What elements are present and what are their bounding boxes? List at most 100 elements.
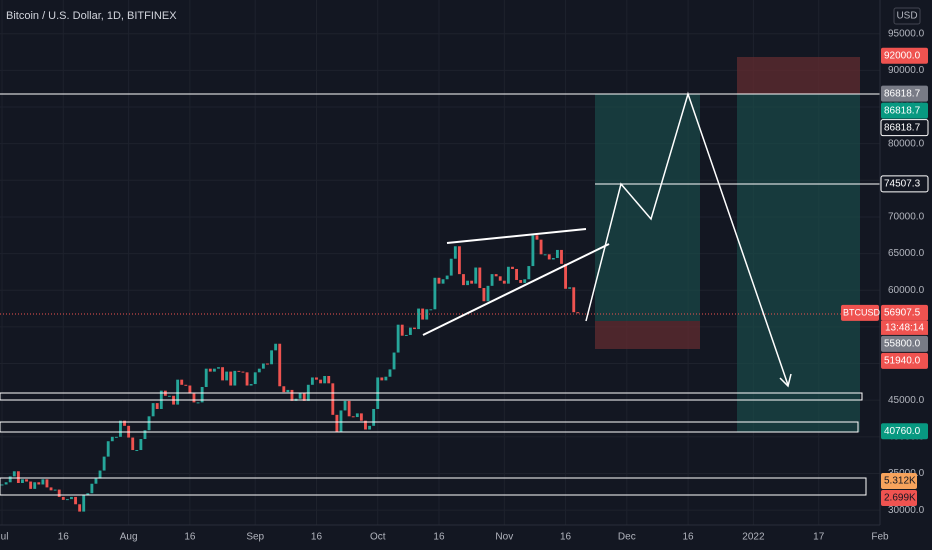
candle bbox=[506, 266, 510, 284]
candle bbox=[168, 395, 171, 397]
candle bbox=[188, 385, 192, 394]
y-tick-label: 60000.0 bbox=[888, 285, 925, 296]
candle bbox=[196, 402, 200, 404]
candle bbox=[310, 377, 314, 385]
x-tick-label: Oct bbox=[370, 532, 386, 543]
chart-title: Bitcoin / U.S. Dollar, 1D, BITFINEX bbox=[6, 10, 177, 22]
price-label: 55800.0 bbox=[884, 339, 921, 350]
candle bbox=[70, 496, 73, 500]
price-label-box bbox=[881, 304, 928, 321]
price-label: 40760.0 bbox=[884, 426, 921, 437]
candle bbox=[339, 410, 343, 432]
candle bbox=[388, 369, 392, 377]
candle bbox=[519, 279, 523, 283]
candle bbox=[551, 257, 555, 260]
candle bbox=[212, 368, 216, 372]
x-tick-label: Feb bbox=[871, 532, 889, 543]
candle bbox=[114, 436, 118, 438]
zone-box bbox=[0, 392, 863, 401]
candle bbox=[355, 413, 359, 418]
candle bbox=[547, 254, 551, 260]
x-tick-label: 16 bbox=[311, 532, 323, 543]
candle bbox=[335, 414, 339, 432]
x-tick-label: Jul bbox=[0, 532, 8, 543]
candle bbox=[94, 478, 98, 484]
candle bbox=[135, 450, 139, 452]
candle bbox=[257, 368, 261, 373]
candle bbox=[139, 439, 143, 451]
candle bbox=[253, 372, 257, 385]
symbol-label: BTCUSD bbox=[843, 307, 881, 317]
candle bbox=[466, 280, 469, 286]
candle bbox=[327, 375, 331, 384]
candle bbox=[229, 371, 233, 386]
candle bbox=[498, 276, 502, 281]
candle bbox=[433, 277, 437, 310]
price-label: 86818.7 bbox=[884, 88, 921, 99]
candle bbox=[33, 482, 37, 489]
wedge-line bbox=[422, 243, 610, 336]
candle bbox=[449, 258, 453, 276]
candle bbox=[531, 235, 535, 267]
candle bbox=[364, 420, 367, 430]
candle bbox=[123, 420, 126, 426]
price-label-box bbox=[881, 352, 928, 369]
price-label: 51940.0 bbox=[884, 356, 921, 367]
candle bbox=[457, 246, 461, 275]
candle bbox=[486, 285, 490, 302]
candle bbox=[445, 275, 449, 280]
candle bbox=[564, 263, 567, 289]
candle bbox=[474, 267, 478, 284]
drawings bbox=[0, 91, 880, 496]
currency-box bbox=[893, 7, 921, 25]
candles bbox=[0, 235, 580, 512]
candle bbox=[233, 370, 237, 386]
x-tick-label: 2022 bbox=[742, 532, 765, 543]
candle bbox=[290, 389, 294, 401]
symbol-box bbox=[841, 304, 879, 321]
price-label: 56907.5 bbox=[884, 308, 921, 319]
candle bbox=[384, 376, 388, 381]
price-label-box bbox=[881, 102, 928, 119]
candle bbox=[237, 370, 241, 372]
candle bbox=[37, 482, 41, 485]
candle bbox=[8, 476, 12, 483]
candle bbox=[261, 363, 265, 369]
candle bbox=[74, 496, 77, 505]
y-tick-label: 65000.0 bbox=[888, 248, 925, 259]
candle bbox=[21, 479, 24, 484]
x-tick-label: 16 bbox=[58, 532, 70, 543]
candle bbox=[65, 499, 69, 501]
candle bbox=[225, 371, 229, 381]
candle bbox=[441, 279, 445, 284]
countdown: 13:48:14 bbox=[885, 323, 924, 334]
candle bbox=[266, 363, 269, 365]
candle bbox=[347, 400, 351, 417]
candle bbox=[53, 489, 57, 491]
candle bbox=[184, 384, 188, 386]
candle bbox=[421, 308, 425, 320]
y-tick-label: 90000.0 bbox=[888, 65, 925, 76]
price-label: 74507.3 bbox=[884, 179, 921, 190]
candle bbox=[560, 249, 563, 264]
drawings bbox=[595, 57, 860, 432]
candle bbox=[4, 482, 8, 485]
candle bbox=[102, 456, 106, 471]
candle bbox=[482, 288, 486, 302]
target-zone bbox=[737, 94, 860, 432]
x-tick-label: Sep bbox=[246, 532, 264, 543]
candle bbox=[98, 470, 102, 479]
candle bbox=[535, 235, 539, 240]
y-tick-label: 45000.0 bbox=[888, 395, 925, 406]
candle bbox=[392, 352, 396, 370]
candle bbox=[41, 479, 45, 485]
candle bbox=[278, 343, 282, 387]
x-tick-label: 17 bbox=[813, 532, 825, 543]
candle bbox=[241, 371, 245, 373]
x-tick-label: 16 bbox=[433, 532, 445, 543]
zone-box bbox=[0, 421, 859, 433]
candle bbox=[29, 481, 33, 489]
x-tick-label: Aug bbox=[120, 532, 138, 543]
candle bbox=[523, 279, 527, 283]
